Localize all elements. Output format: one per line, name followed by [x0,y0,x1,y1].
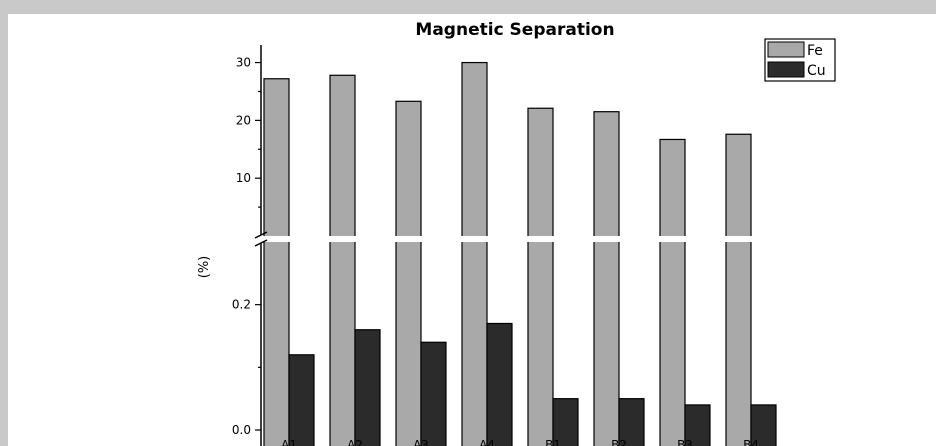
bar-cu-B3 [684,404,711,446]
bar-cu-A3 [420,341,447,446]
x-tick-label-A4: A4 [479,438,495,446]
x-tick-label-B3: B3 [677,438,693,446]
plot-area: 10 20 30 0.0 0.2 (%) A1 A2 A3 A4 B1 B2 B3 B4 [197,45,815,446]
bar-cu-B2 [618,398,645,446]
legend-label-Fe: Fe [807,43,823,59]
bar-fe-A1 [263,78,290,446]
bar-fe-B1 [527,107,554,446]
bar-fe-B4 [725,133,752,446]
bar-cu-A4 [486,322,513,446]
legend-swatch-Fe [767,41,805,58]
axis-break-band [255,236,815,242]
y-tick-label-upper-20: 20 [236,113,251,127]
bar-chart: Magnetic Separation 10 20 30 0.0 0.2 (%) A1 A2 A… [197,20,836,446]
bar-cu-A2 [354,329,381,446]
x-tick-label-B4: B4 [743,438,759,446]
y-tick-label-upper-10: 10 [236,171,251,185]
bar-cu-B1 [552,398,579,446]
bar-fe-A4 [461,61,488,446]
bar-fe-B2 [593,111,620,446]
legend-label-Cu: Cu [807,63,826,79]
legend: Fe Cu [764,38,836,82]
axis-break-mark-top [254,231,268,239]
bar-cu-B4 [750,404,777,446]
y-tick-label-lower-0.2: 0.2 [232,298,251,312]
x-tick-label-B2: B2 [611,438,627,446]
x-tick-label-A1: A1 [281,438,297,446]
bar-fe-B3 [659,138,686,446]
bar-cu-A1 [288,354,315,446]
chart-title: Magnetic Separation [415,20,614,40]
legend-swatch-Cu [767,61,805,78]
bar-fe-A2 [329,74,356,446]
axis-break-mark-bottom [254,239,268,247]
y-tick-label-upper-30: 30 [236,56,251,70]
x-tick-label-B1: B1 [545,438,561,446]
x-tick-label-A3: A3 [413,438,429,446]
bar-fe-A3 [395,100,422,446]
x-tick-label-A2: A2 [347,438,363,446]
y-tick-label-lower-0.0: 0.0 [232,423,251,437]
chart-panel: Magnetic Separation 10 20 30 0.0 0.2 (%) A1 A2 A… [8,14,936,446]
y-axis-label: (%) [197,256,212,279]
